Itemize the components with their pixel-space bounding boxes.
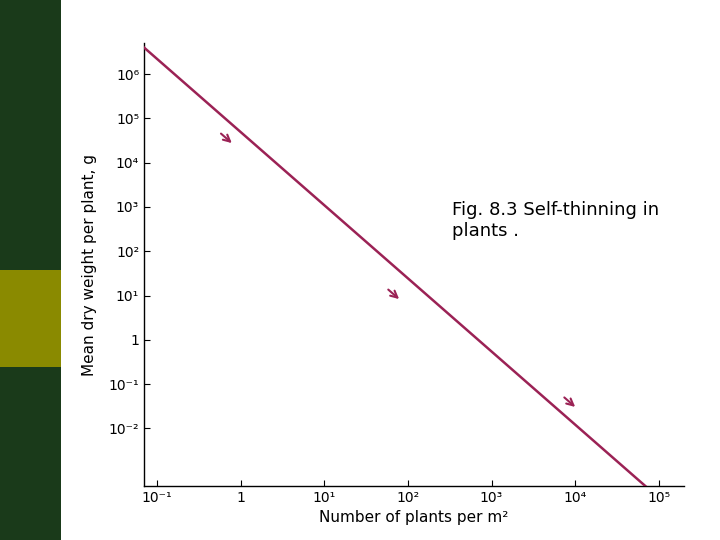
Y-axis label: Mean dry weight per plant, g: Mean dry weight per plant, g <box>82 153 97 376</box>
Text: Fig. 8.3 Self-thinning in
plants .: Fig. 8.3 Self-thinning in plants . <box>452 201 659 240</box>
X-axis label: Number of plants per m²: Number of plants per m² <box>319 510 509 525</box>
